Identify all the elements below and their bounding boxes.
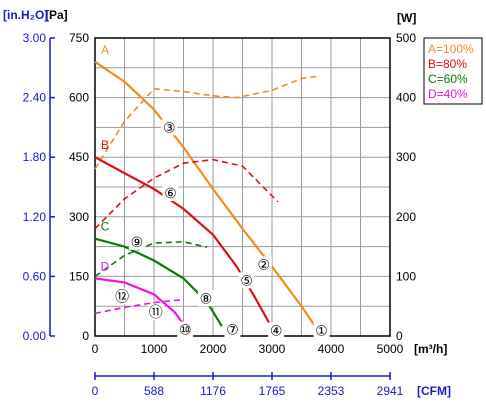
x-m3h-tick-label: 0	[92, 342, 99, 356]
operating-point-marker-11: ⑪	[149, 304, 163, 320]
y-w-axis-label: [W]	[397, 11, 416, 25]
operating-point-marker-6: ⑥	[164, 185, 177, 201]
axis-layer: 0 150 300 450 600 750[Pa] 0.00 0.60 1.20 1.80 2.40…	[3, 8, 451, 398]
operating-point-marker-8: ⑧	[200, 290, 213, 306]
y-inh2o-tick-label: 1.20	[23, 210, 47, 224]
y-inh2o-tick-label: 2.40	[23, 91, 47, 105]
marker-bg	[197, 290, 214, 307]
y-w-tick-label: 500	[396, 31, 416, 45]
legend-entry-a: A=100%	[428, 42, 474, 56]
y-pa-tick-label: 0	[82, 329, 89, 343]
marker-bg	[177, 321, 194, 338]
x-m3h-tick-label: 1000	[141, 342, 168, 356]
y-w-tick-label: 200	[396, 210, 416, 224]
y-inh2o-tick-label: 3.00	[23, 31, 47, 45]
y-inh2o-tick-label: 0.00	[23, 329, 47, 343]
marker-bg	[255, 256, 272, 273]
y-inh2o-tick-label: 0.60	[23, 269, 47, 283]
x-cfm-tick-label: 588	[144, 384, 164, 398]
legend-entry-c: C=60%	[428, 72, 468, 86]
plot-frame	[94, 37, 391, 337]
y-inh2o-axis-label: [in.H₂O]	[3, 8, 48, 22]
curve-layer: A B C D	[94, 43, 320, 329]
legend-box	[423, 37, 483, 105]
marker-bg	[128, 233, 145, 250]
operating-point-marker-4: ④	[270, 322, 283, 338]
marker-bg	[162, 184, 179, 201]
legend: A=100%B=80%C=60%D=40%	[423, 37, 483, 105]
power-curve-d	[94, 298, 184, 315]
marker-bg	[147, 304, 164, 321]
x-cfm-tick-label: 2353	[318, 384, 345, 398]
marker-bg	[224, 321, 241, 338]
y-w-tick-label: 300	[396, 150, 416, 164]
grid-layer	[94, 37, 391, 337]
power-curve-a	[94, 75, 320, 170]
y-w-tick-label: 400	[396, 91, 416, 105]
operating-point-marker-9: ⑨	[131, 234, 144, 250]
x-cfm-tick-label: 2941	[377, 384, 404, 398]
marker-bg	[238, 272, 255, 289]
legend-entry-b: B=80%	[428, 57, 467, 71]
y-pa-tick-label: 450	[69, 150, 89, 164]
curve-letter-a: A	[101, 43, 109, 57]
operating-point-marker-7: ⑦	[226, 322, 239, 338]
operating-point-marker-3: ③	[163, 119, 176, 135]
marker-bg	[313, 322, 330, 339]
y-pa-tick-label: 150	[69, 269, 89, 283]
y-w-tick-label: 100	[396, 269, 416, 283]
operating-point-marker-2: ②	[257, 256, 270, 272]
marker-bg	[161, 119, 178, 136]
x-m3h-tick-label: 2000	[200, 342, 227, 356]
x-m3h-tick-label: 5000	[377, 342, 404, 356]
y-pa-tick-label: 750	[69, 31, 89, 45]
x-m3h-tick-label: 4000	[318, 342, 345, 356]
x-cfm-axis-label: [CFM]	[417, 384, 451, 398]
curve-letter-b: B	[101, 138, 109, 152]
x-cfm-tick-label: 1765	[259, 384, 286, 398]
operating-point-marker-10: ⑩	[179, 322, 192, 338]
curve-letter-d: D	[101, 259, 110, 273]
curve-letter-c: C	[101, 220, 110, 234]
x-cfm-tick-label: 1176	[200, 384, 226, 398]
x-m3h-axis-label: [m³/h]	[414, 342, 447, 356]
pressure-curve-a	[94, 60, 318, 329]
x-m3h-tick-label: 3000	[259, 342, 286, 356]
marker-bg	[268, 322, 285, 339]
y-inh2o-tick-label: 1.80	[23, 150, 47, 164]
legend-entry-d: D=40%	[428, 87, 468, 101]
y-w-tick-label: 0	[396, 329, 403, 343]
y-pa-tick-label: 600	[69, 91, 89, 105]
marker-bg	[114, 288, 131, 305]
pressure-curve-b	[94, 156, 273, 329]
x-cfm-tick-label: 0	[92, 384, 99, 398]
y-pa-axis-label: [Pa]	[45, 8, 68, 22]
power-curve-b	[94, 158, 279, 230]
operating-point-marker-12: ⑫	[115, 288, 129, 304]
y-pa-tick-label: 300	[69, 210, 89, 224]
pressure-curve-d	[94, 277, 185, 325]
operating-point-marker-5: ⑤	[240, 272, 253, 288]
power-curve-c	[94, 240, 208, 278]
operating-point-marker-1: ①	[315, 322, 328, 338]
